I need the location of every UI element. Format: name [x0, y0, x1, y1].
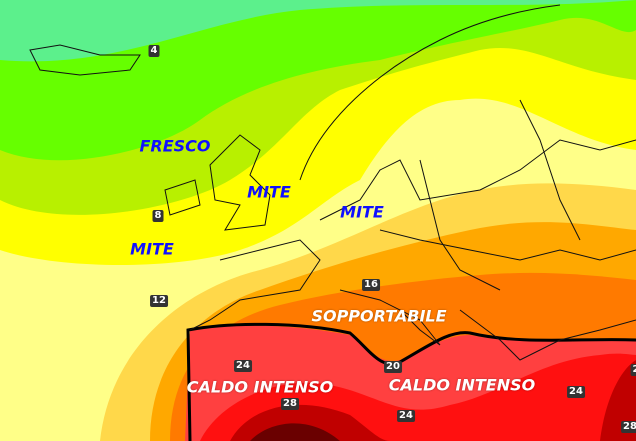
isotherm-label: 20	[384, 361, 402, 373]
region-label-mite: MITE	[130, 239, 174, 259]
isotherm-label: 12	[150, 295, 168, 307]
isotherm-label: 2	[630, 364, 636, 376]
region-label-caldo-intenso: CALDO INTENSO	[186, 377, 334, 397]
isotherm-label: 24	[567, 386, 585, 398]
coastlines	[29, 4, 636, 361]
isotherm-label: 8	[152, 210, 164, 222]
isotherm-label: 24	[397, 410, 415, 422]
region-label-sopportabile: SOPPORTABILE	[311, 306, 447, 326]
isotherm-label: 28	[621, 421, 636, 433]
region-label-caldo-intenso: CALDO INTENSO	[388, 375, 536, 395]
isotherm-label: 16	[362, 279, 380, 291]
band-dark-red	[230, 360, 636, 441]
region-label-fresco: FRESCO	[139, 136, 211, 156]
region-label-mite: MITE	[247, 182, 291, 202]
isotherm-label: 24	[234, 360, 252, 372]
band-maroon	[250, 423, 340, 441]
isotherm-label: 28	[281, 398, 299, 410]
isotherm-label: 4	[148, 45, 160, 57]
region-label-mite: MITE	[340, 202, 384, 222]
